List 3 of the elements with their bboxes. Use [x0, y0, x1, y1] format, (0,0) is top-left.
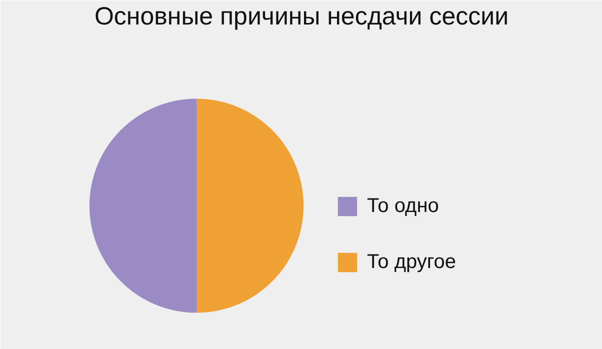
chart-title: Основные причины несдачи сессии — [94, 2, 509, 30]
legend-label: То другое — [367, 250, 456, 274]
legend-label: То одно — [367, 194, 439, 218]
